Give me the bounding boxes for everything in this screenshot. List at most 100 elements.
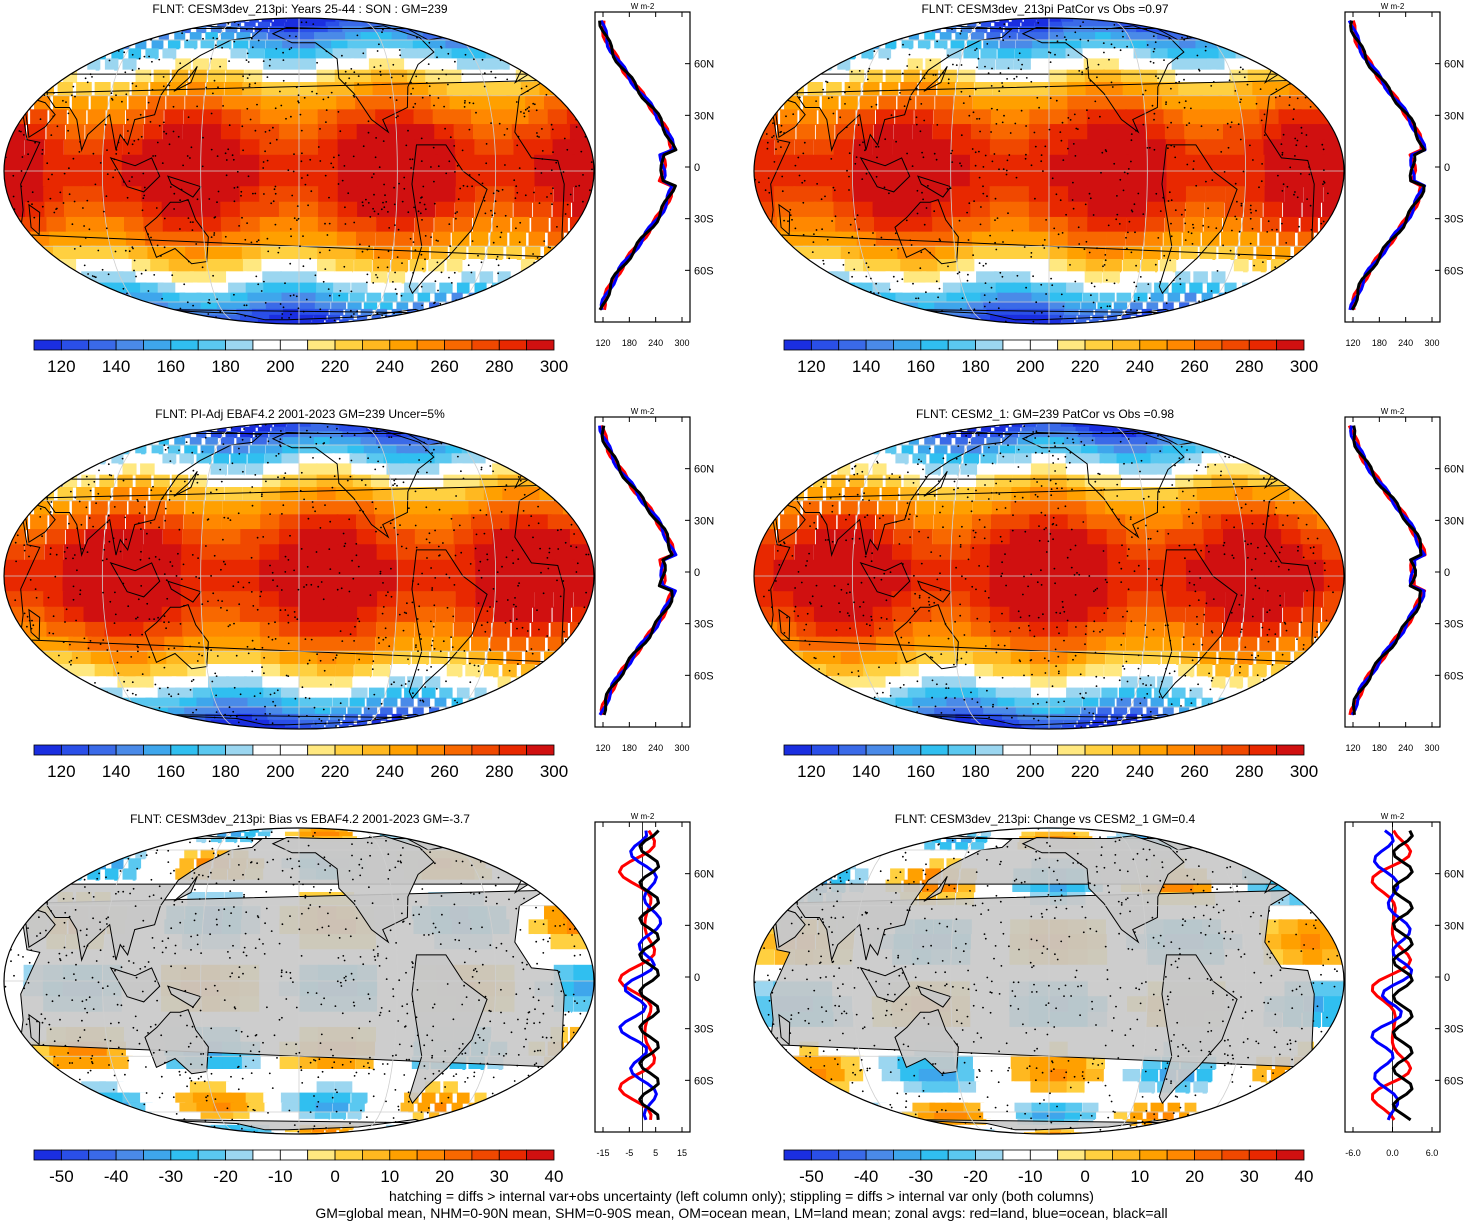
field-cell — [205, 663, 228, 678]
field-cell — [23, 575, 45, 593]
field-cell — [1032, 706, 1050, 715]
field-cell — [930, 591, 952, 608]
field-cell — [1284, 559, 1306, 577]
field-cell — [368, 463, 391, 476]
field-cell — [1252, 82, 1277, 97]
field-cell — [104, 216, 127, 233]
field-cell — [386, 431, 409, 439]
field-cell — [185, 245, 207, 260]
field-cell — [140, 868, 155, 881]
field-cell — [1060, 322, 1072, 324]
field-cell — [513, 606, 533, 623]
field-cell — [137, 431, 145, 439]
field-cell — [445, 724, 449, 729]
field-cell — [1134, 322, 1136, 324]
field-cell — [773, 575, 795, 593]
field-cell — [79, 431, 83, 439]
field-cell — [279, 245, 300, 260]
field-cell — [39, 82, 54, 97]
field-cell — [849, 474, 865, 489]
field-cell — [1048, 828, 1064, 833]
field-cell — [844, 82, 861, 97]
field-cell — [318, 591, 339, 608]
field-cell — [220, 32, 235, 41]
field-cell — [372, 82, 394, 97]
field-cell — [261, 18, 273, 23]
field-cell — [1205, 591, 1226, 608]
field-cell — [180, 591, 202, 608]
field-cell — [298, 713, 315, 721]
field-cell — [95, 724, 128, 729]
graticule-line — [352, 18, 398, 324]
field-cell — [244, 423, 251, 425]
field-cell — [200, 201, 222, 218]
field-cell — [1289, 663, 1303, 678]
field-cell — [1263, 606, 1283, 623]
field-cell — [1277, 301, 1283, 310]
field-cell — [495, 170, 516, 188]
colorbar-swatch — [334, 744, 363, 756]
field-cell — [135, 18, 140, 23]
field-cell — [279, 109, 300, 126]
field-cell — [420, 724, 423, 729]
field-cell — [187, 1132, 214, 1134]
field-cell — [455, 559, 477, 577]
field-cell — [143, 124, 163, 141]
field-cell — [43, 186, 65, 203]
field-cell — [356, 231, 376, 247]
field-cell — [103, 139, 123, 156]
field-cell — [1106, 719, 1118, 726]
field-cell — [1252, 453, 1279, 465]
zonal-lat-label: 30S — [694, 619, 714, 631]
field-cell — [913, 727, 942, 729]
field-cell — [459, 26, 486, 34]
field-cell — [1146, 201, 1166, 218]
zonal-tick-label: 300 — [1424, 338, 1439, 348]
field-cell — [914, 636, 937, 652]
field-cell — [453, 621, 473, 638]
field-cell — [795, 69, 809, 84]
field-cell — [458, 724, 463, 729]
field-cell — [891, 154, 912, 172]
field-cell — [384, 423, 411, 425]
field-cell — [1126, 201, 1147, 218]
field-cell — [1218, 95, 1242, 111]
field-cell — [917, 706, 941, 715]
field-cell — [233, 39, 249, 50]
colorbar-swatch — [88, 339, 117, 351]
field-cell — [1300, 529, 1324, 546]
field-cell — [279, 650, 300, 665]
field-cell — [251, 308, 271, 316]
field-cell — [1126, 621, 1146, 638]
field-cell — [15, 245, 41, 260]
field-cell — [1163, 231, 1182, 247]
field-cell — [950, 322, 975, 324]
field-cell — [833, 201, 856, 218]
field-cell — [969, 559, 991, 577]
field-cell — [454, 544, 477, 561]
field-cell — [355, 95, 377, 111]
field-cell — [1188, 18, 1222, 20]
field-cell — [937, 18, 942, 20]
field-cell — [241, 95, 262, 111]
field-cell — [451, 48, 476, 60]
field-cell — [93, 21, 97, 28]
field-cell — [963, 697, 985, 708]
field-cell — [497, 1081, 511, 1094]
field-cell — [259, 575, 280, 593]
field-cell — [925, 423, 932, 425]
field-cell — [224, 487, 243, 502]
field-cell — [1165, 314, 1172, 321]
field-cell — [366, 831, 388, 838]
field-cell — [65, 124, 85, 141]
field-cell — [333, 58, 354, 71]
field-cell — [1145, 322, 1148, 324]
field-cell — [1238, 431, 1267, 439]
field-cell — [279, 529, 300, 546]
field-cell — [924, 437, 936, 446]
field-cell — [514, 154, 536, 172]
field-cell — [223, 423, 226, 425]
field-cell — [1085, 487, 1107, 502]
field-cell — [872, 687, 897, 699]
field-cell — [890, 687, 914, 699]
